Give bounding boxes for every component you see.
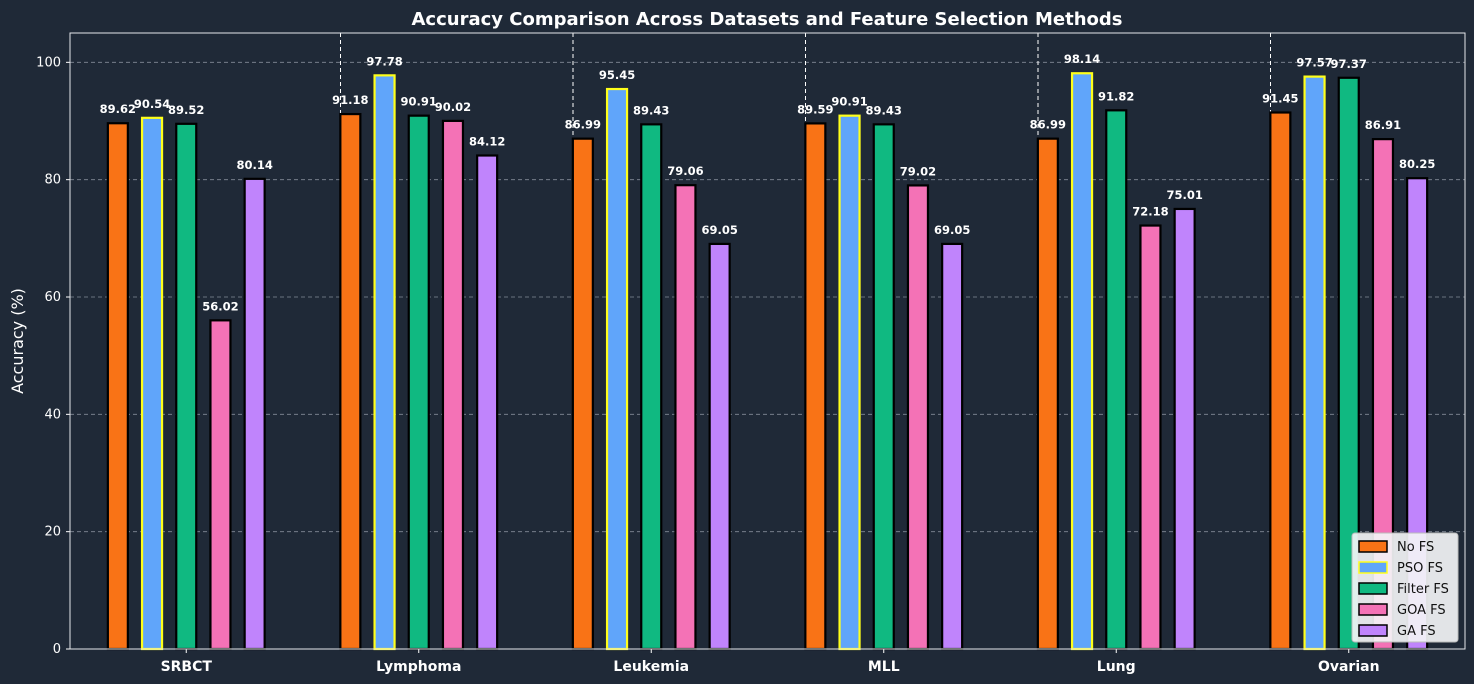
x-tick-label: MLL: [868, 659, 900, 675]
bar-filter-fs: [1105, 109, 1128, 651]
data-label: 89.59: [797, 102, 833, 116]
data-label: 90.02: [435, 100, 471, 114]
y-tick-label: 0: [53, 642, 61, 657]
data-label: 97.78: [366, 54, 402, 68]
data-label: 90.54: [134, 97, 170, 111]
legend-swatch: [1358, 561, 1388, 574]
legend-swatch: [1358, 540, 1388, 553]
legend-entry: PSO FS: [1397, 561, 1443, 576]
data-label: 95.45: [599, 68, 635, 82]
bar-ga-fs: [243, 177, 266, 651]
legend-entry: GOA FS: [1397, 603, 1446, 618]
bar-ga-fs: [708, 242, 731, 651]
bar-pso-fs: [140, 116, 164, 651]
data-label: 69.05: [701, 223, 737, 237]
bar-pso-fs: [1070, 72, 1094, 651]
bar-ga-fs: [476, 154, 499, 651]
data-label: 80.14: [236, 158, 272, 172]
bar-pso-fs: [838, 114, 861, 651]
data-label: 86.99: [1030, 118, 1066, 132]
bar-no-fs: [339, 112, 362, 651]
data-label: 75.01: [1166, 188, 1202, 202]
legend-swatch: [1358, 624, 1388, 637]
data-label: 56.02: [202, 299, 238, 313]
bar-no-fs: [1036, 137, 1059, 651]
bar-ga-fs: [941, 242, 964, 651]
legend-entry: GA FS: [1397, 624, 1436, 639]
data-label: 89.43: [866, 103, 902, 117]
bar-no-fs: [1269, 111, 1292, 651]
y-axis-label: Accuracy (%): [8, 288, 27, 394]
bar-pso-fs: [373, 74, 396, 651]
bar-no-fs: [571, 137, 594, 651]
y-tick-label: 80: [44, 173, 61, 188]
data-label: 91.45: [1262, 91, 1298, 105]
bar-goa-fs: [674, 184, 697, 651]
bar-goa-fs: [1139, 224, 1162, 651]
data-label: 89.62: [100, 102, 136, 116]
data-label: 90.91: [401, 95, 437, 109]
bar-no-fs: [804, 122, 827, 651]
data-label: 69.05: [934, 223, 970, 237]
bar-ga-fs: [1173, 207, 1196, 651]
data-label: 72.18: [1132, 205, 1168, 219]
data-label: 79.06: [667, 164, 703, 178]
x-tick-label: SRBCT: [161, 659, 213, 675]
data-label: 98.14: [1064, 52, 1100, 66]
chart-title: Accuracy Comparison Across Datasets and …: [412, 9, 1123, 30]
data-label: 80.25: [1399, 157, 1435, 171]
bar-filter-fs: [175, 122, 198, 651]
bar-goa-fs: [441, 119, 465, 651]
y-tick-label: 40: [44, 407, 61, 422]
data-label: 84.12: [469, 134, 505, 148]
data-label: 79.02: [900, 164, 936, 178]
x-tick-label: Lymphoma: [376, 659, 461, 675]
y-tick-label: 20: [44, 525, 61, 540]
bar-no-fs: [106, 122, 129, 651]
bar-filter-fs: [407, 114, 430, 651]
plot-frame: [69, 32, 1466, 650]
data-label: 86.91: [1365, 118, 1401, 132]
legend-swatch: [1358, 603, 1388, 616]
legend-swatch: [1358, 582, 1388, 595]
data-label: 97.57: [1296, 56, 1332, 70]
data-label: 89.43: [633, 103, 669, 117]
bar-pso-fs: [605, 87, 629, 651]
x-tick-label: Ovarian: [1318, 659, 1380, 675]
data-label: 86.99: [565, 118, 601, 132]
bar-filter-fs: [872, 123, 895, 651]
bar-filter-fs: [640, 123, 663, 651]
data-label: 97.37: [1331, 57, 1367, 71]
legend-entry: No FS: [1397, 540, 1434, 555]
y-tick-label: 100: [36, 55, 61, 70]
bar-goa-fs: [209, 319, 232, 651]
data-label: 90.91: [831, 95, 867, 109]
bar-goa-fs: [906, 184, 930, 651]
bar-pso-fs: [1303, 75, 1326, 651]
x-tick-label: Lung: [1097, 659, 1136, 675]
y-tick-label: 60: [44, 290, 61, 305]
data-label: 89.52: [168, 103, 204, 117]
legend-entry: Filter FS: [1397, 582, 1449, 597]
data-label: 91.18: [332, 93, 368, 107]
data-label: 91.82: [1098, 89, 1134, 103]
x-tick-label: Leukemia: [613, 659, 689, 675]
